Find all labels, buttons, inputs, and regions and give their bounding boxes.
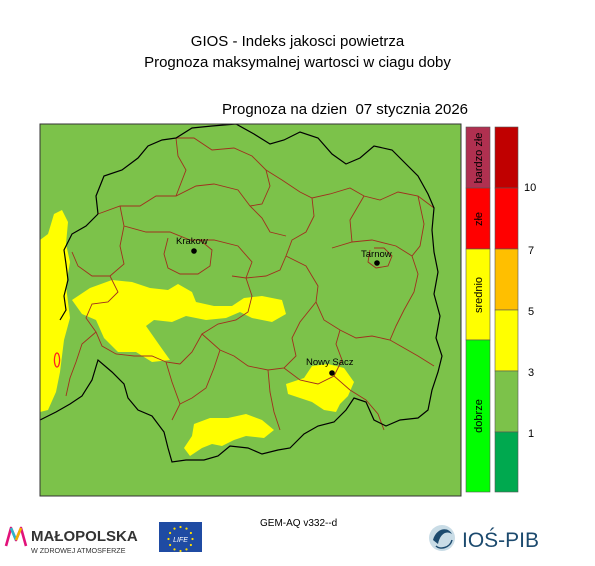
yellow-area-central-west	[72, 280, 286, 362]
scale-tick-10: 10	[524, 182, 536, 194]
scale-swatch-4	[494, 248, 519, 311]
category-swatch-very-bad	[465, 126, 491, 189]
city-label-krakow: Krakow	[176, 236, 208, 247]
category-swatch-good	[465, 339, 491, 493]
red-spot-marker	[53, 352, 61, 368]
malopolska-logo-subtext: W ZDROWEJ ATMOSFERZE	[31, 546, 126, 555]
scale-swatch-6	[494, 126, 519, 189]
category-legend: bardzo złe złe srednio dobrze	[465, 126, 491, 493]
category-label-moderate: srednio	[473, 277, 485, 313]
city-krakow: Krakow	[176, 236, 208, 254]
map-frame	[39, 123, 462, 497]
forecast-date-prefix: Prognoza na dzien	[222, 101, 348, 118]
ios-pib-logo: IOŚ-PIB	[429, 525, 539, 552]
scale-swatch-1	[494, 431, 519, 493]
city-label-nowy-sacz: Nowy Sacz	[306, 357, 354, 368]
scale-swatch-5	[494, 187, 519, 250]
city-dot-icon	[329, 370, 335, 376]
voivodeship-outline	[40, 124, 443, 463]
yellow-areas	[40, 210, 354, 456]
map-subtitle: Prognoza maksymalnej wartosci w ciagu do…	[144, 54, 451, 71]
scale-tick-7: 7	[528, 245, 534, 257]
scale-swatch-2	[494, 370, 519, 433]
city-dot-icon	[191, 248, 197, 254]
city-tarnow: Tarnow	[361, 249, 392, 266]
category-label-good: dobrze	[473, 399, 485, 433]
category-label-bad: złe	[473, 212, 485, 226]
model-label: GEM-AQ v332--d	[260, 518, 338, 529]
ios-pib-logo-text: IOŚ-PIB	[462, 528, 539, 552]
scale-tick-3: 3	[528, 367, 534, 379]
forecast-date-value: 07 stycznia 2026	[355, 101, 469, 118]
map-title: GIOS - Indeks jakosci powietrza	[190, 33, 405, 50]
city-dot-icon	[374, 260, 380, 266]
scale-swatch-3	[494, 309, 519, 372]
yellow-area-nowy-sacz	[286, 364, 354, 412]
yellow-area-west	[40, 210, 70, 412]
category-swatch-bad	[465, 187, 491, 250]
city-label-tarnow: Tarnow	[361, 249, 392, 260]
county-borders	[65, 137, 435, 431]
scale-tick-1: 1	[528, 428, 534, 440]
malopolska-logo: MAŁOPOLSKA W ZDROWEJ ATMOSFERZE	[4, 526, 138, 555]
category-label-very-bad: bardzo złe	[473, 133, 485, 184]
city-nowy-sacz: Nowy Sacz	[306, 357, 354, 376]
forecast-date: Prognoza na dzien 07 stycznia 2026	[222, 101, 468, 118]
yellow-area-south	[184, 414, 274, 456]
scale-tick-5: 5	[528, 306, 534, 318]
scale-legend: 1 3 5 7 10	[494, 126, 536, 493]
ios-pib-logo-mark-icon	[429, 525, 455, 551]
malopolska-logo-text: MAŁOPOLSKA	[31, 528, 138, 545]
category-swatch-moderate	[465, 248, 491, 341]
eu-life-logo-text: LIFE	[173, 537, 188, 544]
eu-life-logo: LIFE	[159, 522, 202, 553]
